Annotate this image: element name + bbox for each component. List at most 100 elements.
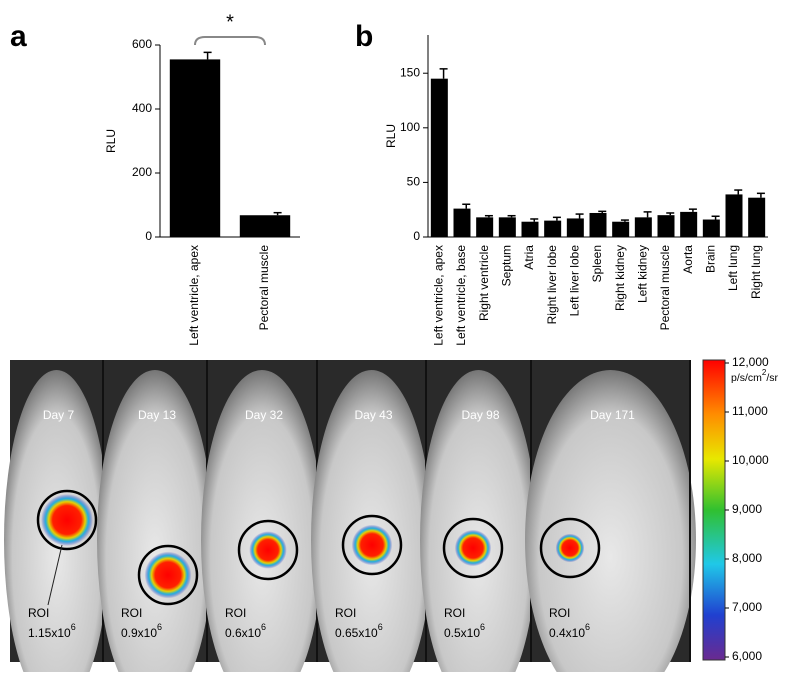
bar xyxy=(725,194,743,237)
colorbar-unit: p/s/cm2/sr xyxy=(731,368,779,384)
bar xyxy=(521,221,539,237)
roi-mantissa: 0.4x10 xyxy=(549,626,585,640)
x-tick-label: Left ventricle, base xyxy=(454,245,468,346)
bar xyxy=(430,78,448,237)
roi-value: 0.6x106 xyxy=(225,622,266,640)
roi-label: ROI xyxy=(28,606,49,620)
x-tick-label: Pectoral muscle xyxy=(658,245,672,331)
mouse-body xyxy=(420,370,537,672)
roi-mantissa: 1.15x10 xyxy=(28,626,71,640)
bar xyxy=(239,215,291,237)
roi-label: ROI xyxy=(335,606,356,620)
day-label: Day 171 xyxy=(590,408,635,422)
roi-value: 0.9x106 xyxy=(121,622,162,640)
roi-mantissa: 0.6x10 xyxy=(225,626,261,640)
signal-blob xyxy=(555,533,585,563)
roi-exponent: 6 xyxy=(378,622,383,632)
signal-blob xyxy=(41,494,93,546)
x-tick-label: Left lung xyxy=(726,245,740,291)
panel-letter: a xyxy=(10,20,27,53)
x-tick-label: Left ventricle, apex xyxy=(187,245,201,346)
signal-blob xyxy=(144,551,192,599)
roi-exponent: 6 xyxy=(585,622,590,632)
x-tick-label: Right ventricle xyxy=(477,245,491,321)
x-tick-label: Pectoral muscle xyxy=(257,245,271,331)
significance-bracket xyxy=(194,36,266,46)
roi-label: ROI xyxy=(549,606,570,620)
y-tick-label: 200 xyxy=(132,165,152,179)
bar xyxy=(566,218,584,237)
roi-exponent: 6 xyxy=(480,622,485,632)
y-tick-label: 150 xyxy=(400,65,420,79)
y-tick-label: 0 xyxy=(413,229,420,243)
roi-circle xyxy=(237,519,299,581)
signal-blob xyxy=(351,524,393,566)
y-tick-label: 100 xyxy=(400,120,420,134)
mouse-body xyxy=(311,370,432,672)
y-tick-label: 400 xyxy=(132,101,152,115)
bar xyxy=(748,197,766,237)
colorbar-tick-label: 8,000 xyxy=(732,551,762,565)
signal-blob xyxy=(249,531,287,569)
x-tick-label: Brain xyxy=(704,245,718,273)
mouse-body xyxy=(525,370,696,672)
y-tick-label: 50 xyxy=(407,175,421,189)
roi-mantissa: 0.65x10 xyxy=(335,626,378,640)
x-tick-label: Right lung xyxy=(749,245,763,299)
day-label: Day 98 xyxy=(461,408,499,422)
mouse-body xyxy=(201,370,323,672)
bar xyxy=(589,212,607,237)
y-tick-label: 0 xyxy=(145,229,152,243)
colorbar-tick-label: 9,000 xyxy=(732,502,762,516)
bar xyxy=(612,221,630,237)
bar xyxy=(702,219,720,237)
colorbar-tick-label: 7,000 xyxy=(732,600,762,614)
roi-value: 0.65x106 xyxy=(335,622,383,640)
bar xyxy=(169,59,221,238)
significance-label: * xyxy=(226,11,234,33)
colorbar xyxy=(702,359,726,661)
roi-circle xyxy=(36,489,98,551)
roi-exponent: 6 xyxy=(261,622,266,632)
roi-circle xyxy=(442,517,504,579)
roi-mantissa: 0.9x10 xyxy=(121,626,157,640)
x-tick-label: Left kidney xyxy=(636,245,650,303)
bar xyxy=(498,217,516,237)
x-tick-label: Right liver lobe xyxy=(545,245,559,325)
bar xyxy=(544,220,562,237)
x-tick-label: Left ventricle, apex xyxy=(432,245,446,346)
day-label: Day 32 xyxy=(245,408,283,422)
x-tick-label: Aorta xyxy=(681,245,695,274)
roi-pointer xyxy=(47,544,63,606)
roi-circle xyxy=(137,544,199,606)
day-label: Day 43 xyxy=(354,408,392,422)
signal-blob xyxy=(454,529,492,567)
roi-label: ROI xyxy=(225,606,246,620)
x-tick-label: Septum xyxy=(500,245,514,286)
roi-circle xyxy=(341,514,403,576)
bar xyxy=(680,211,698,237)
roi-label: ROI xyxy=(444,606,465,620)
roi-exponent: 6 xyxy=(71,622,76,632)
y-axis-label: RLU xyxy=(384,124,398,148)
x-tick-label: Right kidney xyxy=(613,245,627,311)
unit-part: p/s/cm xyxy=(731,372,762,384)
unit-part: /sr xyxy=(766,372,778,384)
roi-exponent: 6 xyxy=(157,622,162,632)
x-tick-label: Atria xyxy=(522,245,536,270)
day-label: Day 7 xyxy=(43,408,75,422)
y-tick-label: 600 xyxy=(132,37,152,51)
colorbar-tick-label: 10,000 xyxy=(732,453,769,467)
roi-mantissa: 0.5x10 xyxy=(444,626,480,640)
colorbar-tick-label: 12,000 xyxy=(732,355,769,369)
roi-value: 0.4x106 xyxy=(549,622,590,640)
bar xyxy=(634,217,652,237)
roi-value: 0.5x106 xyxy=(444,622,485,640)
bar xyxy=(476,217,494,237)
roi-value: 1.15x106 xyxy=(28,622,76,640)
x-tick-label: Left liver lobe xyxy=(568,245,582,317)
bar xyxy=(453,208,471,237)
colorbar-tick-label: 6,000 xyxy=(732,649,762,663)
panel-letter: b xyxy=(355,20,373,53)
